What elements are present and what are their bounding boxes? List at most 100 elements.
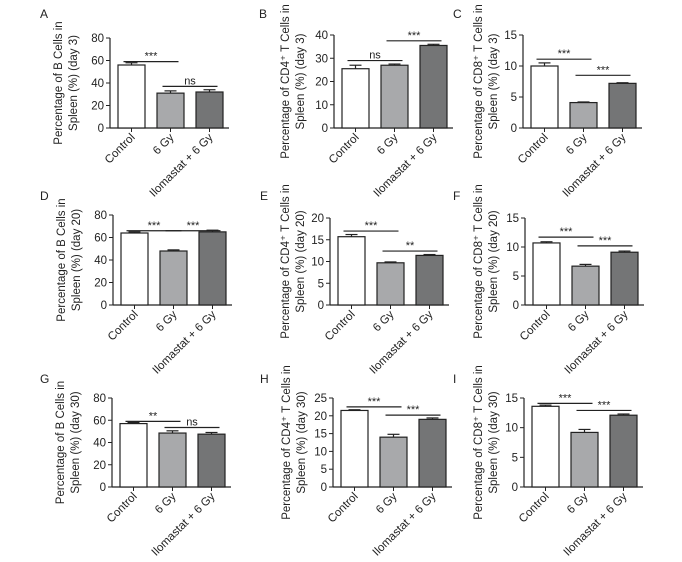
y-tick-label: 15 <box>506 213 519 225</box>
y-tick-label: 0 <box>98 123 104 135</box>
y-tick-label: 30 <box>315 53 328 65</box>
x-tick-label: 6 Gy <box>371 308 397 334</box>
y-tick-label: 0 <box>512 482 518 494</box>
x-tick-label: Control <box>323 309 358 344</box>
chart-panel-e: E Percentage of CD4⁺ T Cells in Spleen (%)… <box>260 184 449 377</box>
y-tick-label: 40 <box>315 30 328 42</box>
chart-panel-a: A Percentage of B Cells in Spleen (%) (day… <box>40 7 229 200</box>
y-tick-label: 80 <box>93 393 106 405</box>
x-tick-label: 6 Gy <box>564 131 590 157</box>
significance-label: ns <box>186 416 198 428</box>
y-tick-label: 20 <box>315 77 328 89</box>
chart-panel-c: C Percentage of CD8⁺ T Cells in Spleen (%)… <box>453 4 642 200</box>
x-tick-label: 6 Gy <box>565 490 591 516</box>
significance-label: *** <box>560 226 574 238</box>
y-axis-label: Percentage of CD8⁺ T Cells in <box>473 184 485 339</box>
significance-label: *** <box>559 392 573 404</box>
bar <box>532 242 561 306</box>
significance-label: ns <box>184 75 196 87</box>
y-axis-label: Spleen (%) (day 20) <box>295 210 307 312</box>
y-tick-label: 15 <box>504 30 517 42</box>
significance-label: ** <box>149 410 158 422</box>
y-tick-label: 5 <box>318 278 324 290</box>
panel-letter: A <box>40 7 48 21</box>
y-axis-label: Spleen (%) (day 3) <box>68 35 80 131</box>
significance-label: *** <box>598 399 612 411</box>
significance-label: *** <box>558 48 572 60</box>
y-axis-label: Percentage of B Cells in <box>55 381 67 504</box>
y-tick-label: 0 <box>101 300 107 312</box>
x-tick-label: 6 Gy <box>153 490 179 516</box>
bar <box>197 433 226 488</box>
y-tick-label: 40 <box>93 438 106 450</box>
y-tick-label: 10 <box>506 242 519 254</box>
panel-letter: B <box>259 7 267 21</box>
y-axis-label: Spleen (%) (day 20) <box>488 210 500 312</box>
bar <box>119 422 148 488</box>
bar <box>156 92 185 129</box>
x-tick-label: Control <box>518 309 553 344</box>
y-tick-label: 40 <box>94 255 107 267</box>
panel-letter: D <box>40 189 49 203</box>
bar <box>609 414 638 488</box>
x-tick-label: Control <box>516 132 551 167</box>
bar <box>198 231 227 306</box>
x-tick-label: 6 Gy <box>566 308 592 334</box>
y-tick-label: 5 <box>511 92 517 104</box>
chart-panel-d: D Percentage of B Cells in Spleen (%) (day… <box>40 189 232 377</box>
x-tick-label: Control <box>326 491 361 526</box>
x-tick-label: Control <box>106 309 141 344</box>
x-tick-label: Control <box>103 132 138 167</box>
bar <box>376 262 405 306</box>
y-axis-label: Percentage of B Cells in <box>56 198 68 321</box>
bar <box>570 431 599 488</box>
chart-panel-i: I Percentage of CD8⁺ T Cells in Spleen (%)… <box>453 365 643 559</box>
y-axis-label: Percentage of B Cells in <box>53 21 65 144</box>
panel-letter: G <box>40 372 49 386</box>
significance-label: *** <box>597 64 611 76</box>
bar <box>530 65 559 129</box>
significance-label: *** <box>599 235 613 247</box>
x-tick-label: Control <box>327 132 362 167</box>
chart-panel-h: H Percentage of CD4⁺ T Cells in Spleen (%)… <box>260 365 452 559</box>
y-axis-label: Spleen (%) (day 30) <box>296 391 308 493</box>
y-tick-label: 10 <box>314 446 327 458</box>
y-tick-label: 5 <box>321 464 327 476</box>
y-tick-label: 5 <box>512 452 518 464</box>
y-tick-label: 60 <box>93 415 106 427</box>
significance-label: *** <box>145 51 159 63</box>
y-axis-label: Percentage of CD8⁺ T Cells in <box>473 365 485 520</box>
panel-letter: H <box>260 372 269 386</box>
y-tick-label: 15 <box>505 393 518 405</box>
bar <box>341 68 370 129</box>
y-axis-label: Percentage of CD4⁺ T Cells in <box>280 184 292 339</box>
significance-label: *** <box>187 220 201 232</box>
y-axis-label: Spleen (%) (day 30) <box>70 391 82 493</box>
y-tick-label: 60 <box>94 233 107 245</box>
y-axis-label: Spleen (%) (day 30) <box>488 391 500 493</box>
y-tick-label: 0 <box>318 300 324 312</box>
y-axis-label: Percentage of CD8⁺ T Cells in <box>473 4 485 159</box>
panel-letter: C <box>453 7 462 21</box>
chart-panel-b: B Percentage of CD4⁺ T Cells in Spleen (%)… <box>259 4 453 200</box>
bar <box>419 44 448 129</box>
y-tick-label: 25 <box>314 393 327 405</box>
y-axis-label: Spleen (%) (day 20) <box>71 209 83 311</box>
y-axis-label: Percentage of CD4⁺ T Cells in <box>280 4 292 159</box>
y-tick-label: 0 <box>100 482 106 494</box>
significance-label: *** <box>148 220 162 232</box>
y-tick-label: 10 <box>311 257 324 269</box>
x-tick-label: 6 Gy <box>375 131 401 157</box>
x-tick-label: Control <box>105 491 140 526</box>
bar <box>380 64 409 129</box>
panel-letter: I <box>453 372 456 386</box>
chart-panel-f: F Percentage of CD8⁺ T Cells in Spleen (%)… <box>453 184 644 377</box>
y-tick-label: 60 <box>91 56 104 68</box>
y-tick-label: 40 <box>91 78 104 90</box>
significance-label: *** <box>408 30 422 42</box>
x-tick-label: Control <box>517 491 552 526</box>
bar <box>337 236 366 306</box>
y-tick-label: 5 <box>513 271 519 283</box>
y-tick-label: 0 <box>513 300 519 312</box>
